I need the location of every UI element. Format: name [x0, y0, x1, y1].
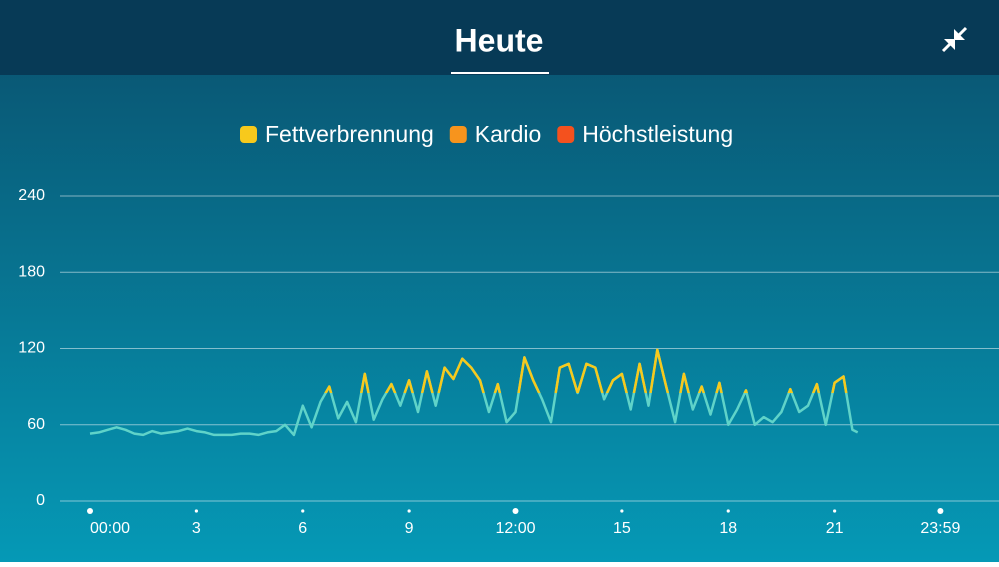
x-tick-label: 00:00 — [90, 520, 130, 537]
y-tick-label: 120 — [18, 340, 45, 357]
y-tick-label: 240 — [18, 187, 45, 204]
y-tick-label: 60 — [27, 416, 45, 433]
x-tick-dot — [937, 508, 944, 514]
zone-line — [324, 348, 848, 393]
x-tick-label: 12:00 — [495, 520, 535, 537]
x-tick-dot — [726, 509, 730, 513]
x-tick-label: 3 — [192, 520, 201, 537]
legend-swatch — [449, 126, 467, 143]
x-tick-label: 6 — [298, 520, 307, 537]
legend-swatch — [557, 126, 575, 143]
x-tick-label: 23:59 — [920, 520, 960, 537]
legend-label: Kardio — [475, 121, 541, 147]
x-tick-dot — [87, 508, 93, 514]
x-tick-dot — [833, 509, 837, 513]
legend-label: Höchstleistung — [582, 121, 733, 147]
legend-label: Fettverbrennung — [265, 121, 434, 147]
y-tick-label: 180 — [18, 263, 45, 280]
header-title: Heute — [455, 22, 544, 58]
x-tick-label: 9 — [405, 520, 414, 537]
x-tick-dot — [512, 508, 519, 514]
x-tick-dot — [407, 509, 411, 513]
collapse-button[interactable] — [941, 26, 968, 53]
title-underline — [451, 72, 549, 74]
y-tick-label: 0 — [36, 492, 45, 509]
x-tick-dot — [301, 509, 305, 513]
header-bar — [0, 0, 999, 75]
x-tick-dot — [194, 509, 198, 513]
x-tick-label: 15 — [613, 520, 631, 537]
legend-swatch — [240, 126, 257, 143]
x-tick-label: 18 — [719, 520, 737, 537]
legend: Fettverbrennung Kardio Höchstleistung — [240, 121, 733, 147]
x-tick-label: 21 — [826, 520, 844, 537]
x-tick-dot — [620, 509, 624, 513]
